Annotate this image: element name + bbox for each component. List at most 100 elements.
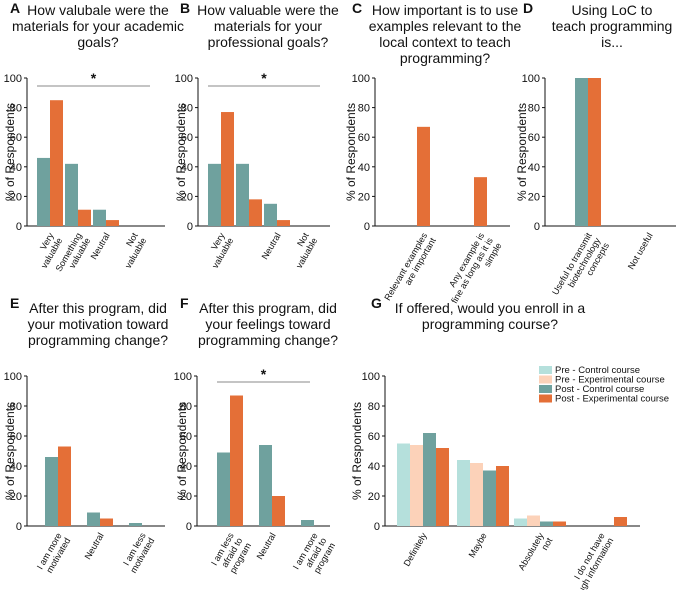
panel-e-title-line: After this program, did: [29, 300, 167, 316]
panel-a-title-line: How valubale were the: [27, 2, 169, 18]
panel-c-category-label: Any example isfine as long as it issimpl…: [441, 231, 504, 311]
legend-label: Post - Control course: [555, 384, 644, 395]
panel-d-y-tick-label: 80: [528, 103, 540, 115]
panel-b-significance-marker: *: [261, 70, 267, 86]
panel-b-bar: [249, 199, 262, 226]
panel-g-category-label: I do not haveenough information: [560, 531, 616, 590]
panel-d-y-tick-label: 40: [528, 162, 540, 174]
panel-d-bar: [575, 78, 588, 226]
panel-f-category-label: I am lessafraid toprogram: [209, 531, 253, 578]
panel-g-category-label: Absolutelynot: [516, 531, 554, 577]
panel-d-y-tick-label: 60: [528, 132, 540, 144]
panel-e-y-tick-label: 40: [10, 461, 22, 473]
panel-a-bar: [37, 157, 50, 226]
panel-a-y-tick-label: 0: [16, 221, 22, 233]
panel-e-y-tick-label: 0: [16, 521, 22, 533]
panel-b-bar: [264, 203, 277, 226]
panel-g-title-line: If offered, would you enroll in a: [395, 300, 586, 316]
panel-g: G If offered, would you enroll in aprogra…: [350, 295, 640, 590]
panel-a-category-label: Neutral: [89, 231, 112, 261]
panel-g-y-tick-label: 0: [374, 521, 380, 533]
panel-b-y-tick-label: 40: [181, 162, 193, 174]
panel-c-y-tick-label: 100: [352, 73, 370, 85]
panel-d-title-line: teach programming: [552, 18, 673, 34]
panel-g-bar: [483, 470, 496, 526]
panel-a-y-tick-label: 100: [4, 73, 22, 85]
panel-b-category-label: Neutral: [260, 231, 283, 261]
panel-e-y-tick-label: 60: [10, 431, 22, 443]
panel-g-bar: [527, 515, 540, 526]
panel-a-bar: [93, 209, 106, 226]
panel-d-y-tick-label: 20: [528, 191, 540, 203]
panel-g-letter: G: [371, 295, 382, 311]
panel-b-y-tick-label: 20: [181, 191, 193, 203]
panel-e-category-label: Neutral: [83, 531, 106, 561]
panel-g-y-tick-label: 20: [368, 491, 380, 503]
panel-e-y-axis-label: % of Respondents: [3, 402, 17, 500]
panel-g-bar: [514, 518, 527, 526]
panel-f-bar: [230, 395, 243, 526]
panel-a-significance-marker: *: [91, 70, 97, 86]
legend-swatch: [539, 385, 552, 393]
legend-label: Pre - Experimental course: [555, 375, 665, 386]
panel-g-y-axis-label: % of Respondents: [350, 402, 364, 500]
legend-label: Pre - Control course: [555, 365, 640, 376]
panel-g-bar: [457, 460, 470, 526]
panel-f-bar: [272, 496, 285, 526]
panel-g-y-tick-label: 100: [362, 371, 380, 383]
panel-a-y-tick-label: 40: [10, 162, 22, 174]
panel-f-bar: [301, 520, 314, 526]
panel-e-bar: [58, 446, 71, 526]
panel-e-letter: E: [10, 295, 19, 311]
panel-f-bar: [217, 452, 230, 526]
panel-b-letter: B: [180, 0, 190, 16]
panel-e-category-label: I am lessmotivated: [120, 531, 157, 575]
panel-e-bar: [129, 523, 142, 526]
panel-f-y-tick-label: 60: [180, 431, 192, 443]
panel-f-y-axis-label: % of Respondents: [175, 402, 189, 500]
panel-c-y-tick-label: 80: [358, 103, 370, 115]
panel-f-y-tick-label: 80: [180, 401, 192, 413]
panel-c-letter: C: [352, 0, 362, 16]
panel-f-title-line: programming change?: [198, 332, 338, 348]
panel-b-category-label: Veryvaluable: [201, 231, 235, 270]
panel-a-letter: A: [10, 0, 20, 16]
panel-d-category-label: Useful to transmitbiotechnologyconcepts: [550, 231, 611, 307]
panel-g-bar: [540, 521, 553, 526]
panel-e-title-line: your motivation toward: [28, 316, 169, 332]
panel-b-y-tick-label: 100: [175, 73, 193, 85]
panel-d-title-line: Using LoC to: [572, 2, 653, 18]
panel-c-bar: [417, 126, 430, 226]
panel-a-y-tick-label: 20: [10, 191, 22, 203]
panel-a-bar: [106, 220, 119, 226]
panel-g-bar: [496, 466, 509, 526]
panel-g-category-label: Maybe: [467, 531, 489, 559]
panel-b-bar: [221, 112, 234, 226]
panel-e-bar: [45, 457, 58, 526]
panel-e-title-line: programming change?: [28, 332, 168, 348]
panel-a-y-tick-label: 80: [10, 103, 22, 115]
panel-c-y-tick-label: 40: [358, 162, 370, 174]
panel-e-y-tick-label: 80: [10, 401, 22, 413]
panel-a-bar: [65, 163, 78, 226]
panel-b-bar: [236, 163, 249, 226]
panel-b-bar: [208, 163, 221, 226]
panel-c-y-tick-label: 0: [364, 221, 370, 233]
panel-b-y-tick-label: 60: [181, 132, 193, 144]
panel-d-letter: D: [523, 0, 533, 16]
panel-b-title-line: How valuable were the: [197, 2, 339, 18]
panel-g-title-line: programming course?: [422, 316, 558, 332]
panel-f-y-tick-label: 20: [180, 491, 192, 503]
panel-c-title-line: local context to teach: [379, 34, 511, 50]
panel-e-y-tick-label: 20: [10, 491, 22, 503]
panel-g-y-tick-label: 40: [368, 461, 380, 473]
panel-g-bar: [423, 433, 436, 526]
panel-g-bar: [553, 521, 566, 526]
panel-d-y-axis-label: % of Respondents: [515, 103, 529, 201]
panel-b-bar: [277, 220, 290, 226]
